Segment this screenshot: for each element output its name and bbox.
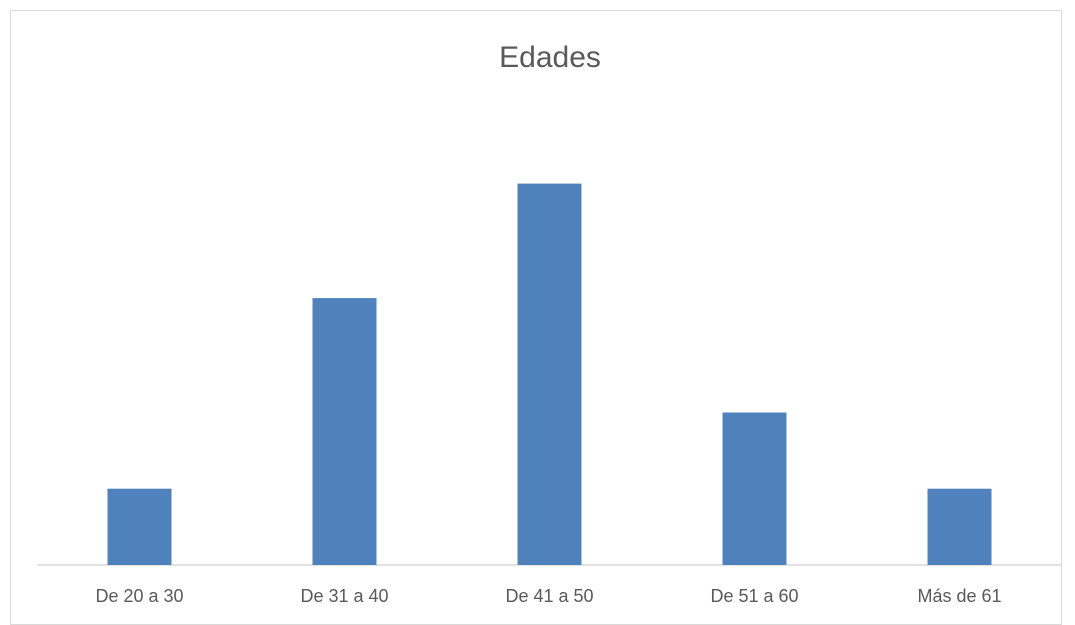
x-tick-label: De 41 a 50 [505, 586, 593, 606]
bar-2 [312, 298, 377, 565]
bar-5 [927, 488, 992, 565]
x-tick-label: Más de 61 [917, 586, 1001, 606]
bar-3 [517, 183, 582, 565]
bars-group [107, 183, 992, 565]
bar-1 [107, 488, 172, 565]
x-tick-label: De 20 a 30 [95, 586, 183, 606]
x-tick-label: De 31 a 40 [300, 586, 388, 606]
tick-labels-group: De 20 a 30 De 31 a 40 De 41 a 50 De 51 a 60… [95, 586, 1001, 606]
chart-title: Edades [499, 41, 601, 74]
x-tick-label: De 51 a 60 [710, 586, 798, 606]
bar-4 [722, 412, 787, 565]
